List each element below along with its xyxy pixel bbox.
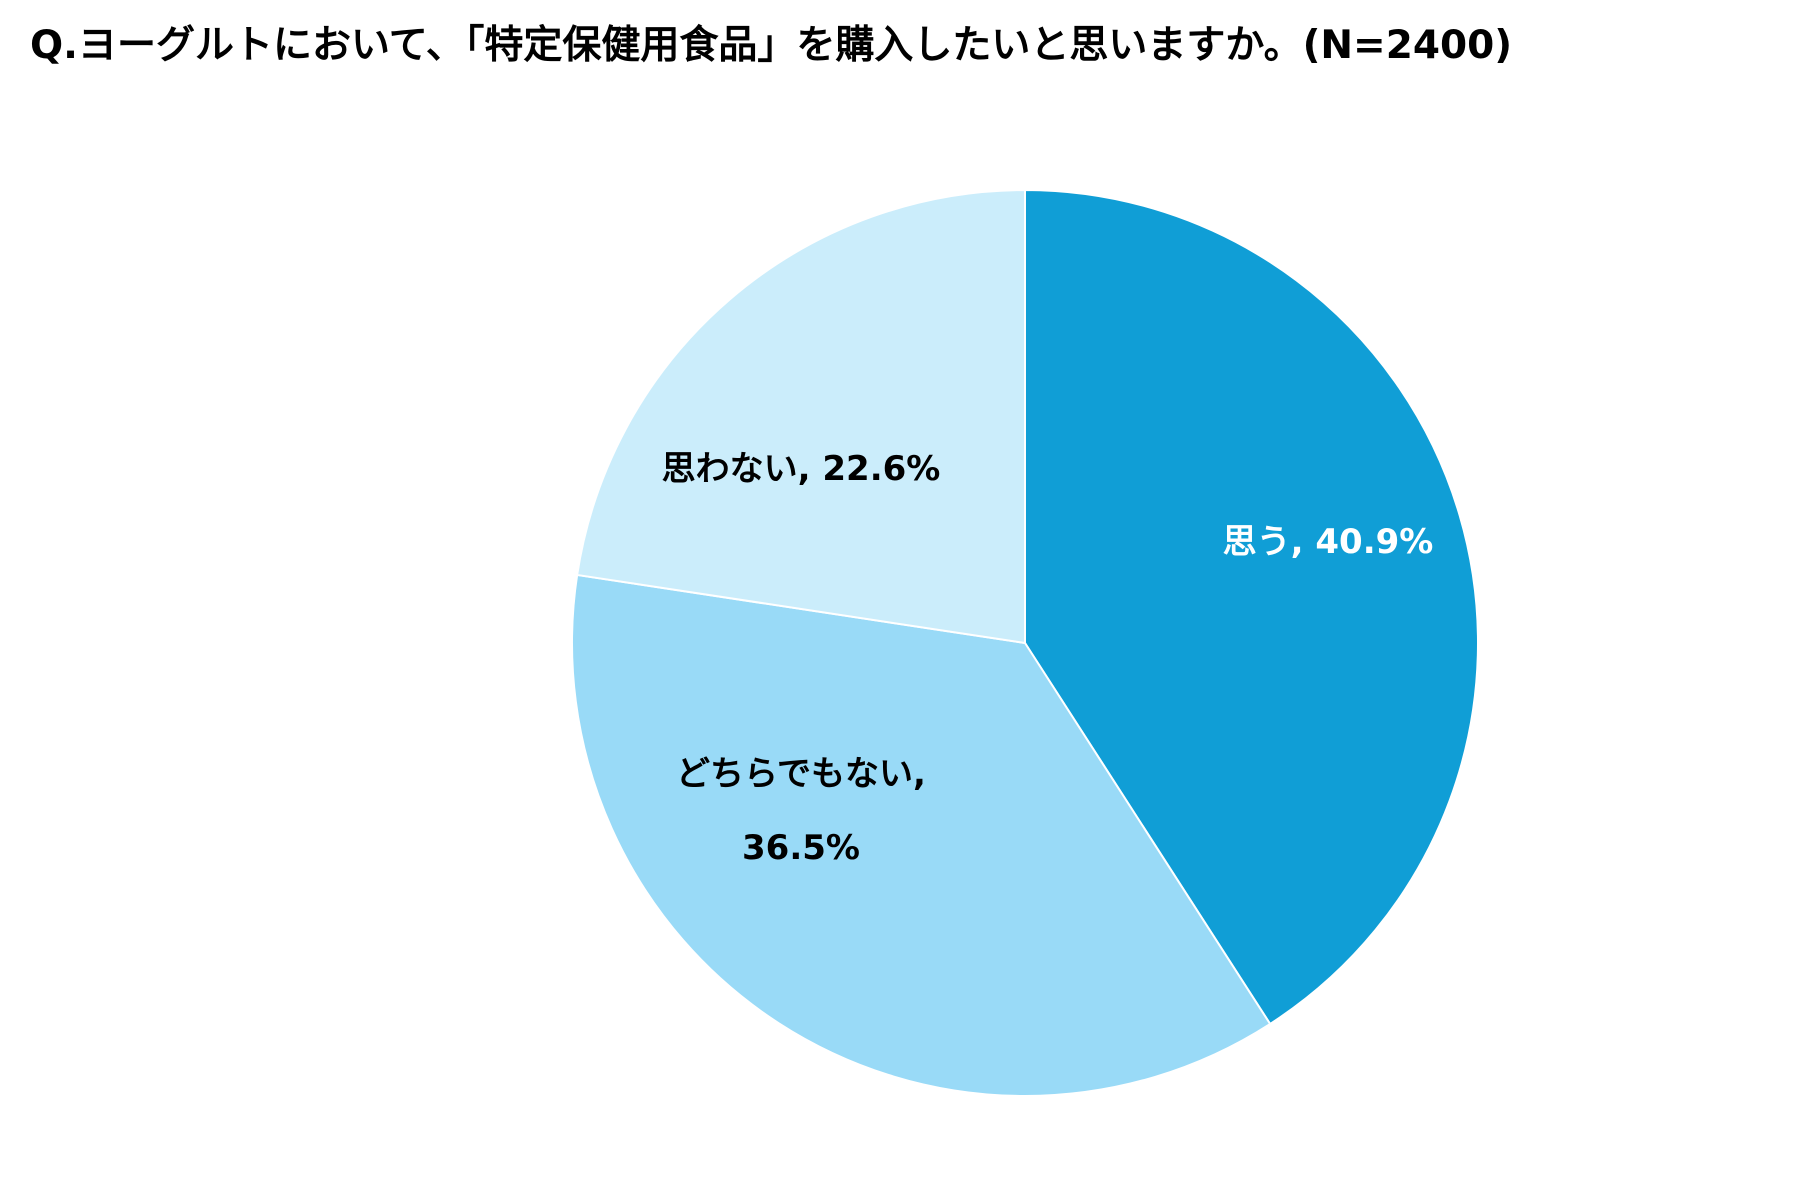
pie-slice-2: [571, 573, 1272, 1097]
slice-label-1: 思う, 40.9%: [1223, 522, 1434, 562]
slice-label-3: 思わない, 22.6%: [662, 449, 941, 489]
pie-slice-3: [576, 188, 1026, 645]
slice-label-2-value: 36.5%: [742, 828, 860, 868]
slice-label-2-category: どちらでもない,: [676, 754, 926, 794]
pie-slice-1: [1024, 188, 1479, 1026]
chart-title: Q.ヨーグルトにおいて、「特定保健用食品」を購入したいと思いますか。(N=240…: [30, 23, 1513, 68]
